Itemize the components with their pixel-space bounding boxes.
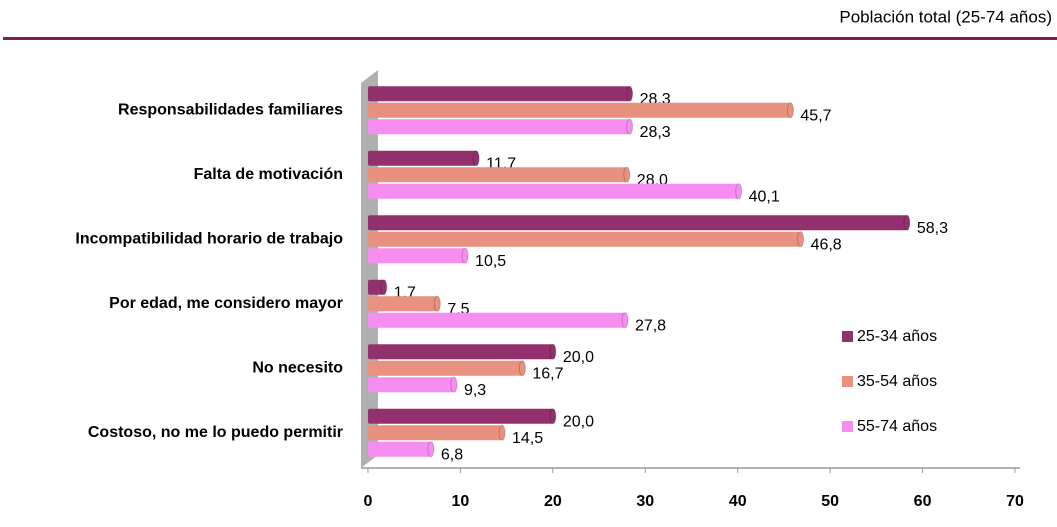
bar-cap — [472, 150, 480, 167]
legend-label: 25-34 años — [857, 328, 937, 345]
bar — [368, 86, 630, 102]
bar — [368, 377, 454, 393]
bar-cap — [786, 102, 794, 119]
bar-cap — [427, 441, 435, 458]
bar — [368, 344, 553, 360]
value-label: 9,3 — [464, 382, 486, 399]
bar — [368, 102, 791, 118]
x-tick-label: 60 — [914, 493, 932, 510]
x-tick-label: 70 — [1006, 493, 1024, 510]
x-tick-label: 40 — [729, 493, 747, 510]
bar — [368, 215, 907, 231]
bar-cap — [380, 279, 388, 296]
category-label: Incompatibilidad horario de trabajo — [75, 230, 343, 247]
legend-swatch — [842, 421, 853, 432]
bar — [368, 279, 384, 295]
bar-cap — [903, 214, 911, 231]
bar-cap — [623, 166, 631, 183]
legend-swatch — [842, 331, 853, 342]
bar — [368, 119, 630, 135]
value-label: 20,0 — [563, 349, 594, 366]
bar — [368, 150, 477, 166]
legend-label: 55-74 años — [857, 418, 937, 435]
value-label: 40,1 — [749, 188, 780, 205]
legend-label: 35-54 años — [857, 373, 937, 390]
bar-cap — [549, 343, 557, 360]
bar — [368, 312, 625, 328]
bar-cap — [461, 247, 469, 264]
value-label: 6,8 — [441, 446, 463, 463]
bar-cap — [549, 408, 557, 425]
value-label: 46,8 — [811, 236, 842, 253]
bar-cap — [433, 295, 441, 312]
bar-cap — [518, 360, 526, 377]
bar-cap — [621, 312, 629, 329]
value-label: 10,5 — [475, 253, 506, 270]
bar — [368, 425, 503, 441]
x-tick-label: 30 — [636, 493, 654, 510]
value-label: 45,7 — [800, 107, 831, 124]
category-label: Falta de motivación — [194, 166, 343, 183]
category-label: No necesito — [252, 359, 343, 376]
category-label: Costoso, no me lo puedo permitir — [88, 424, 343, 441]
bar — [368, 231, 801, 247]
value-label: 27,8 — [635, 317, 666, 334]
bar-cap — [735, 183, 743, 200]
bar-cap — [626, 85, 634, 102]
bar-cap — [450, 376, 458, 393]
bar — [368, 248, 466, 264]
bar-cap — [498, 424, 506, 441]
bar-cap — [626, 118, 634, 135]
category-label: Responsabilidades familiares — [118, 101, 343, 118]
bar — [368, 183, 739, 199]
category-label: Por edad, me considero mayor — [109, 295, 343, 312]
value-label: 14,5 — [512, 430, 543, 447]
chart-subtitle: Población total (25-74 años) — [839, 7, 1052, 26]
bar-cap — [797, 231, 805, 248]
value-label: 28,3 — [640, 124, 671, 141]
bar — [368, 296, 438, 312]
value-label: 20,0 — [563, 413, 594, 430]
bar — [368, 441, 431, 457]
header-rule — [3, 37, 1057, 40]
x-tick-label: 20 — [544, 493, 562, 510]
bar — [368, 408, 553, 424]
value-label: 16,7 — [532, 365, 563, 382]
legend-swatch — [842, 376, 853, 387]
x-tick-label: 10 — [452, 493, 470, 510]
x-tick-label: 0 — [364, 493, 373, 510]
bar — [368, 167, 627, 183]
x-tick-label: 50 — [821, 493, 839, 510]
bar — [368, 360, 523, 376]
value-label: 58,3 — [917, 220, 948, 237]
